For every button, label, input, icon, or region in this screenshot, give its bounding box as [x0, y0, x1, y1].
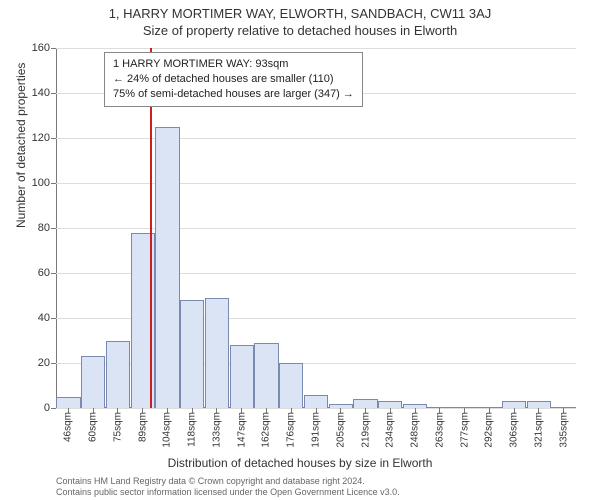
annotation-line3: 75% of semi-detached houses are larger (…	[113, 87, 354, 102]
annotation-box: 1 HARRY MORTIMER WAY: 93sqm← 24% of deta…	[104, 52, 363, 107]
y-tick	[51, 318, 56, 319]
y-tick-label: 20	[38, 357, 50, 369]
gridline	[56, 183, 576, 184]
footer-line2: Contains public sector information licen…	[56, 487, 400, 498]
y-tick	[51, 363, 56, 364]
y-tick	[51, 273, 56, 274]
x-tick-label: 234sqm	[385, 412, 396, 448]
histogram-bar	[81, 356, 105, 408]
x-tick-label: 118sqm	[187, 412, 198, 447]
chart-subtitle: Size of property relative to detached ho…	[0, 21, 600, 38]
annotation-line2: ← 24% of detached houses are smaller (11…	[113, 72, 354, 87]
x-tick-label: 219sqm	[360, 412, 371, 448]
footer-attribution: Contains HM Land Registry data © Crown c…	[56, 476, 400, 498]
y-tick-label: 140	[32, 87, 50, 99]
x-tick-label: 147sqm	[236, 412, 247, 448]
histogram-bar	[155, 127, 179, 408]
y-tick-label: 80	[38, 222, 50, 234]
histogram-bar	[254, 343, 278, 408]
histogram-bar	[527, 401, 551, 408]
x-tick-label: 263sqm	[434, 412, 445, 448]
histogram-bar	[304, 395, 328, 409]
x-tick-label: 89sqm	[137, 412, 148, 442]
histogram-bar	[56, 397, 80, 408]
y-tick	[51, 138, 56, 139]
footer-line1: Contains HM Land Registry data © Crown c…	[56, 476, 400, 487]
histogram-bar	[230, 345, 254, 408]
x-tick-label: 335sqm	[558, 412, 569, 448]
x-tick-label: 176sqm	[286, 412, 297, 448]
x-tick-label: 248sqm	[410, 412, 421, 448]
x-tick-label: 60sqm	[88, 412, 99, 442]
x-tick-label: 162sqm	[261, 412, 272, 448]
y-tick	[51, 93, 56, 94]
x-tick-label: 292sqm	[484, 412, 495, 448]
x-tick-label: 321sqm	[533, 412, 544, 448]
x-tick-label: 205sqm	[335, 412, 346, 448]
x-tick-label: 277sqm	[459, 412, 470, 448]
x-axis-label: Distribution of detached houses by size …	[0, 456, 600, 470]
y-tick-label: 0	[44, 402, 50, 414]
x-tick-label: 191sqm	[311, 412, 322, 448]
x-tick-label: 75sqm	[112, 412, 123, 442]
y-tick-label: 120	[32, 132, 50, 144]
histogram-bar	[106, 341, 130, 409]
histogram-bar	[502, 401, 526, 408]
histogram-bar	[180, 300, 204, 408]
chart-plot-area: 0204060801001201401601 HARRY MORTIMER WA…	[56, 48, 576, 408]
annotation-line1: 1 HARRY MORTIMER WAY: 93sqm	[113, 57, 354, 72]
histogram-bar	[279, 363, 303, 408]
y-tick-label: 60	[38, 267, 50, 279]
y-tick	[51, 228, 56, 229]
x-tick-label: 306sqm	[509, 412, 520, 448]
x-tick-label: 104sqm	[162, 412, 173, 448]
histogram-bar	[205, 298, 229, 408]
x-tick-label: 133sqm	[211, 412, 222, 448]
gridline	[56, 48, 576, 49]
histogram-bar	[353, 399, 377, 408]
gridline	[56, 228, 576, 229]
x-tick-label: 46sqm	[63, 412, 74, 442]
histogram-bar	[378, 401, 402, 408]
gridline	[56, 138, 576, 139]
y-axis-label: Number of detached properties	[14, 63, 28, 228]
y-tick-label: 40	[38, 312, 50, 324]
y-tick	[51, 183, 56, 184]
y-tick	[51, 48, 56, 49]
y-tick-label: 100	[32, 177, 50, 189]
chart-title-line1: 1, HARRY MORTIMER WAY, ELWORTH, SANDBACH…	[0, 0, 600, 21]
y-tick-label: 160	[32, 42, 50, 54]
